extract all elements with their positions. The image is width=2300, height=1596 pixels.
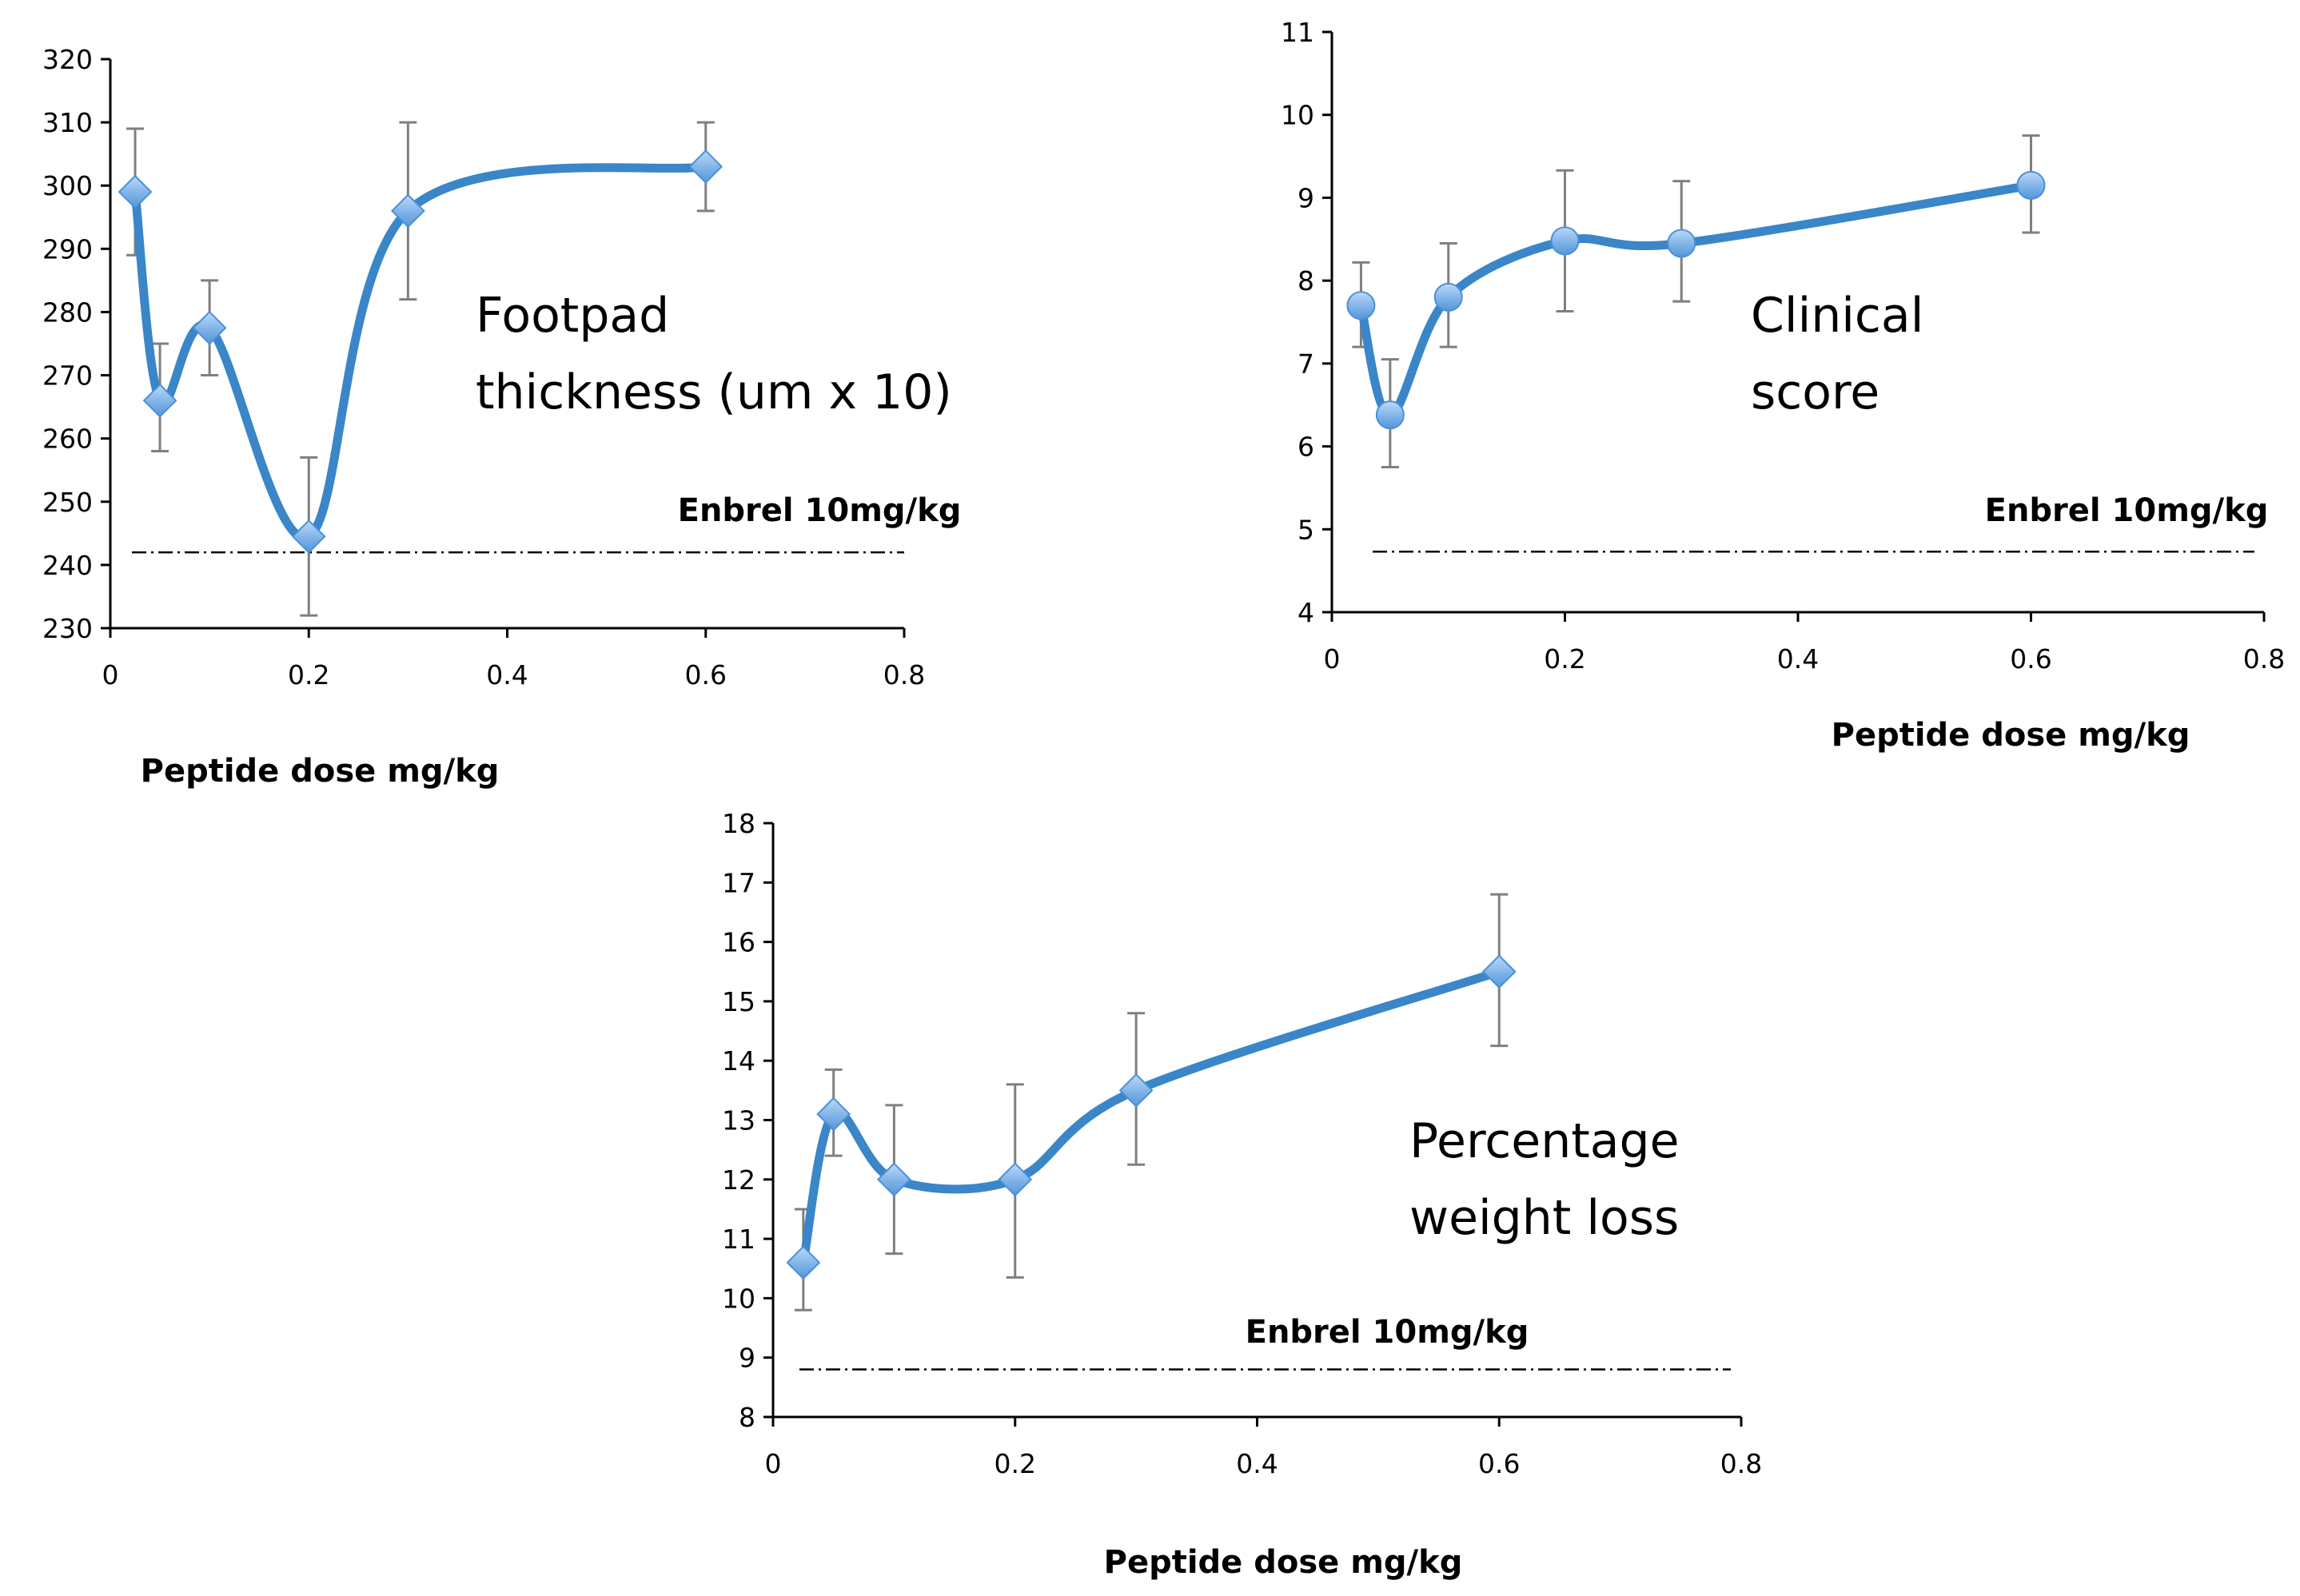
- data-point: [1375, 400, 1405, 430]
- chart-annotation-line: Footpad: [476, 288, 669, 344]
- data-point: [1550, 226, 1580, 256]
- data-point: [816, 1097, 851, 1132]
- x-tick-label: 0: [1324, 643, 1341, 675]
- x-tick-label: 0.2: [995, 1448, 1036, 1479]
- y-tick-label: 8: [739, 1402, 755, 1433]
- enbrel-reference-label: Enbrel 10mg/kg: [1246, 1314, 1529, 1351]
- enbrel-reference-label: Enbrel 10mg/kg: [1985, 492, 2269, 529]
- x-tick-label: 0.8: [2243, 643, 2285, 675]
- data-point: [1667, 229, 1696, 258]
- x-tick-label: 0.4: [1236, 1448, 1278, 1479]
- enbrel-reference-label: Enbrel 10mg/kg: [678, 492, 962, 529]
- x-axis-label: Peptide dose mg/kg: [1832, 717, 2190, 754]
- x-tick-label: 0.6: [2010, 643, 2051, 675]
- y-tick-label: 17: [722, 867, 755, 898]
- series-line: [130, 162, 711, 543]
- y-tick-label: 16: [722, 927, 755, 958]
- y-tick-label: 300: [42, 170, 93, 201]
- y-tick-label: 13: [722, 1105, 755, 1136]
- y-tick-label: 5: [1297, 514, 1314, 545]
- data-point: [876, 1162, 911, 1197]
- x-tick-label: 0.8: [1720, 1448, 1762, 1479]
- y-tick-label: 230: [42, 613, 93, 644]
- x-tick-label: 0.2: [1544, 643, 1585, 675]
- y-tick-label: 9: [1297, 182, 1314, 213]
- y-tick-label: 14: [722, 1045, 755, 1077]
- y-tick-label: 6: [1297, 432, 1314, 463]
- chart-annotation-line: score: [1751, 364, 1879, 420]
- x-tick-label: 0.8: [883, 659, 925, 691]
- y-tick-label: 11: [1281, 17, 1314, 48]
- chart-annotation-line: Clinical: [1751, 288, 1923, 344]
- y-tick-label: 11: [722, 1224, 755, 1255]
- chart-panel-1: 230 240 250 260 270 280 290 300 310 320 0 0.2 0.4 0.6…: [42, 44, 961, 790]
- y-tick-label: 10: [1281, 100, 1314, 131]
- data-point: [192, 310, 227, 345]
- y-tick-label: 270: [42, 360, 93, 392]
- series-line: [799, 967, 1504, 1268]
- y-tick-label: 290: [42, 233, 93, 265]
- y-tick-label: 240: [42, 550, 93, 581]
- data-point: [390, 193, 425, 229]
- x-tick-label: 0.6: [1478, 1448, 1520, 1479]
- data-point: [688, 149, 723, 184]
- data-point: [118, 174, 153, 209]
- data-point: [1346, 291, 1376, 320]
- x-tick-label: 0: [102, 659, 119, 691]
- data-point: [2016, 170, 2046, 200]
- y-tick-label: 10: [722, 1283, 755, 1314]
- data-point: [1118, 1073, 1154, 1108]
- x-axis-label: Peptide dose mg/kg: [1104, 1544, 1463, 1581]
- y-tick-label: 260: [42, 424, 93, 455]
- data-point: [1481, 954, 1517, 989]
- y-tick-label: 310: [42, 107, 93, 138]
- data-point: [786, 1245, 821, 1280]
- y-tick-label: 280: [42, 297, 93, 328]
- y-tick-label: 8: [1297, 265, 1314, 297]
- data-point: [291, 519, 326, 554]
- x-tick-label: 0.4: [1777, 643, 1819, 675]
- y-tick-label: 7: [1297, 348, 1314, 380]
- x-tick-label: 0.6: [685, 659, 727, 691]
- x-tick-label: 0.2: [288, 659, 329, 691]
- chart-annotation-line: thickness (um x 10): [476, 364, 952, 420]
- y-tick-label: 18: [722, 808, 755, 839]
- x-tick-label: 0.4: [486, 659, 528, 691]
- y-tick-label: 12: [722, 1164, 755, 1196]
- y-tick-label: 250: [42, 487, 93, 518]
- data-point: [1433, 282, 1463, 312]
- y-tick-label: 320: [42, 44, 93, 75]
- y-tick-label: 15: [722, 986, 755, 1017]
- x-axis-label: Peptide dose mg/kg: [141, 753, 500, 790]
- y-tick-label: 9: [739, 1343, 755, 1374]
- y-tick-label: 4: [1297, 597, 1314, 628]
- data-point: [998, 1162, 1033, 1197]
- chart-annotation-line: Percentage: [1409, 1113, 1680, 1169]
- chart-annotation-line: weight loss: [1409, 1190, 1679, 1246]
- chart-panel-2: 4 5 6 7 8 9 10 11 0 0.2 0.4 0.6 0.8 Peptide dose mg/k…: [1281, 17, 2285, 754]
- data-point: [142, 383, 177, 418]
- x-tick-label: 0: [765, 1448, 782, 1479]
- chart-panel-3: 8 9 10 11 12 13 14 15 16 17 18 0 0.2 0.4 0.6 0.8 Peptide…: [722, 808, 1762, 1581]
